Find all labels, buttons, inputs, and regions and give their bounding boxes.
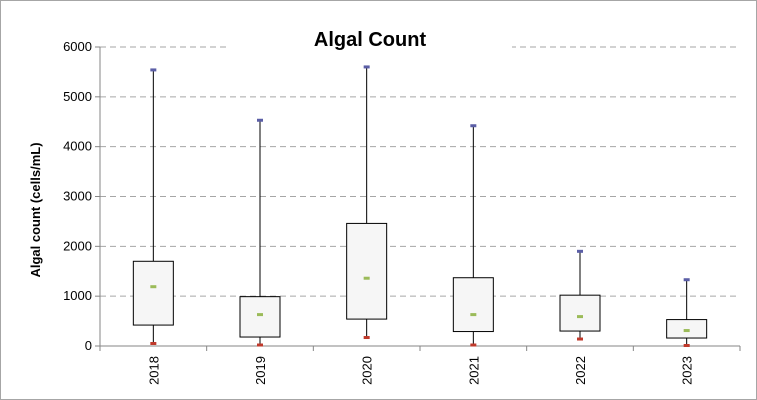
tick-labels: 0 1000 2000 3000 4000 5000 6000 2018 2019 2020 202…	[63, 39, 695, 385]
title-background	[228, 22, 512, 56]
box-2020	[346, 65, 388, 340]
box-body	[452, 277, 494, 333]
max-marker	[683, 278, 690, 282]
max-marker	[470, 124, 477, 128]
mean-marker	[683, 329, 690, 333]
y-axis-title: Algal count (cells/mL)	[28, 142, 43, 277]
x-tick-label: 2020	[360, 356, 375, 385]
mean-marker	[577, 315, 583, 319]
mean-marker	[257, 313, 263, 317]
max-marker	[363, 65, 370, 69]
y-tick-label: 3000	[63, 189, 92, 204]
x-tick-label: 2019	[253, 356, 268, 385]
x-tick-label: 2023	[680, 356, 695, 385]
y-tick-label: 6000	[63, 39, 92, 54]
box-body	[132, 260, 174, 326]
y-tick-label: 1000	[63, 288, 92, 303]
x-tick-label: 2022	[573, 356, 588, 385]
min-marker	[577, 337, 583, 341]
mean-marker	[363, 276, 370, 280]
max-marker	[150, 68, 157, 72]
mean-marker	[150, 285, 157, 289]
box-2018	[132, 68, 174, 346]
min-marker	[257, 343, 263, 347]
x-tick-label: 2021	[466, 356, 481, 385]
mean-marker	[470, 313, 477, 317]
max-marker	[577, 249, 583, 253]
chart-title: Algal Count	[314, 29, 427, 51]
min-marker	[683, 344, 690, 348]
min-marker	[470, 343, 477, 347]
y-tick-label: 0	[85, 338, 92, 353]
box-body	[239, 296, 281, 338]
box-2023	[666, 278, 708, 348]
box-2021	[452, 124, 494, 347]
x-tick-label: 2018	[146, 356, 161, 385]
min-marker	[150, 342, 157, 346]
min-marker	[363, 336, 370, 340]
y-tick-label: 5000	[63, 89, 92, 104]
boxes	[132, 65, 708, 348]
box-body	[559, 294, 601, 332]
box-body	[666, 319, 708, 339]
grid-lines	[100, 46, 740, 297]
max-marker	[257, 118, 263, 122]
box-2019	[239, 118, 281, 347]
y-tick-label: 4000	[63, 139, 92, 154]
box-2022	[559, 249, 601, 341]
box-body	[346, 222, 388, 320]
y-tick-label: 2000	[63, 238, 92, 253]
axes	[95, 46, 741, 351]
